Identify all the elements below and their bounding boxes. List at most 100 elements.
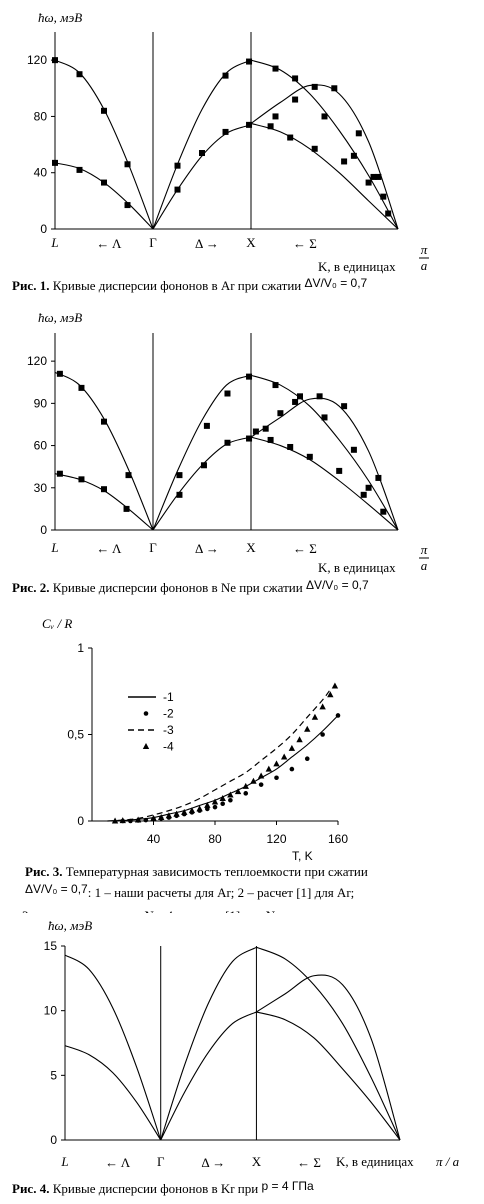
data-point [176, 491, 183, 498]
data-point [380, 508, 387, 515]
x-unit-denominator: a [421, 258, 428, 273]
x-axis-label: T, K [292, 849, 313, 863]
data-point [350, 446, 357, 453]
data-point [375, 173, 382, 180]
x-tick-label: 160 [328, 832, 348, 846]
direction-label: ← Λ [105, 1155, 131, 1170]
y-tick-label: 120 [27, 53, 47, 67]
curve [250, 84, 399, 230]
data-point [246, 58, 253, 65]
caption: ΔV/V₀ = 0,7: 1 – наши расчеты для Ar; 2 … [25, 882, 354, 900]
caption-formula: p = 4 ГПа [261, 1179, 313, 1193]
y-axis-label: ħω, мэВ [38, 310, 82, 325]
caption: Рис. 4. Кривые дисперсии фононов в Kr пр… [12, 1179, 314, 1196]
legend-label: -1 [163, 690, 174, 704]
data-point [78, 476, 85, 483]
data-point [316, 393, 323, 400]
data-point [287, 443, 294, 450]
curve [160, 946, 257, 1141]
data-point [212, 804, 218, 810]
curve [54, 473, 154, 531]
data-point [289, 766, 295, 772]
curve [54, 371, 154, 531]
x-unit-denominator: a [421, 558, 428, 573]
x-tick-label: L [60, 1154, 68, 1169]
x-unit-numerator: π [421, 242, 428, 257]
data-point [336, 467, 343, 474]
data-point [124, 202, 131, 209]
data-point [262, 425, 269, 432]
y-tick-label: 1 [77, 641, 84, 655]
data-point [203, 422, 210, 429]
y-tick-label: 0 [40, 222, 47, 236]
x-axis-label: K, в единицах [318, 560, 396, 575]
data-point [119, 817, 126, 824]
caption-label: Рис. 4. [12, 1181, 49, 1196]
data-point [327, 691, 334, 698]
data-point [243, 791, 249, 796]
data-point [304, 725, 311, 732]
y-tick-label: 10 [44, 1004, 58, 1018]
x-tick-label: Γ [149, 235, 157, 250]
y-tick-label: 120 [27, 354, 47, 368]
x-tick-label: 120 [266, 832, 286, 846]
y-tick-label: 5 [50, 1068, 57, 1082]
curve [107, 689, 331, 822]
data-point [125, 472, 132, 479]
y-tick-label: 0 [50, 1133, 57, 1147]
direction-label: ← Λ [96, 541, 122, 556]
y-axis-label: ħω, мэВ [48, 918, 92, 933]
data-point [246, 121, 253, 128]
data-point [224, 390, 231, 397]
y-tick-label: 60 [34, 439, 48, 453]
data-point [277, 410, 284, 417]
data-point [204, 801, 211, 808]
curve [256, 974, 401, 1141]
data-point [341, 158, 348, 165]
caption-label: Рис. 1. [12, 278, 49, 293]
data-point [143, 817, 149, 823]
curve [54, 162, 154, 230]
x-unit: π / a [436, 1154, 460, 1169]
data-point [52, 159, 58, 166]
y-tick-label: 0,5 [67, 728, 84, 742]
x-axis-label: K, в единицах [336, 1154, 414, 1169]
data-point [297, 393, 303, 400]
data-point [211, 798, 219, 805]
data-point [76, 71, 83, 78]
data-point [288, 744, 296, 751]
background [0, 913, 484, 1199]
x-tick-label: L [50, 540, 58, 555]
data-point [296, 736, 303, 743]
data-point [380, 193, 387, 200]
direction-label: ← Σ [297, 1155, 321, 1170]
data-point [174, 186, 181, 193]
curve [54, 59, 154, 230]
data-point [173, 810, 180, 817]
data-point [222, 128, 229, 135]
data-point [350, 152, 357, 159]
data-point [311, 713, 319, 720]
legend-swatch [143, 711, 149, 716]
curve [256, 946, 401, 1141]
data-point [265, 765, 273, 772]
data-point [335, 713, 341, 718]
y-axis-label: Cᵥ / R [42, 616, 72, 631]
caption-text: Кривые дисперсии фононов в Ne при сжатии [53, 580, 303, 595]
caption-label: Рис. 3. [25, 864, 62, 879]
y-tick-label: 0 [77, 814, 84, 828]
data-point [124, 161, 131, 168]
caption: Рис. 2. Кривые дисперсии фононов в Ne пр… [12, 578, 369, 595]
data-point [274, 775, 279, 781]
curve [152, 124, 252, 230]
y-axis-label: ħω, мэВ [38, 10, 82, 25]
curve [250, 397, 399, 531]
caption-formula: ΔV/V₀ = 0,7 [306, 578, 369, 592]
curve [250, 122, 399, 230]
y-tick-label: 40 [34, 166, 48, 180]
data-point [321, 414, 328, 421]
data-point [150, 814, 157, 821]
caption: Рис. 1. Кривые дисперсии фононов в Ar пр… [12, 276, 368, 293]
data-point [272, 65, 279, 72]
